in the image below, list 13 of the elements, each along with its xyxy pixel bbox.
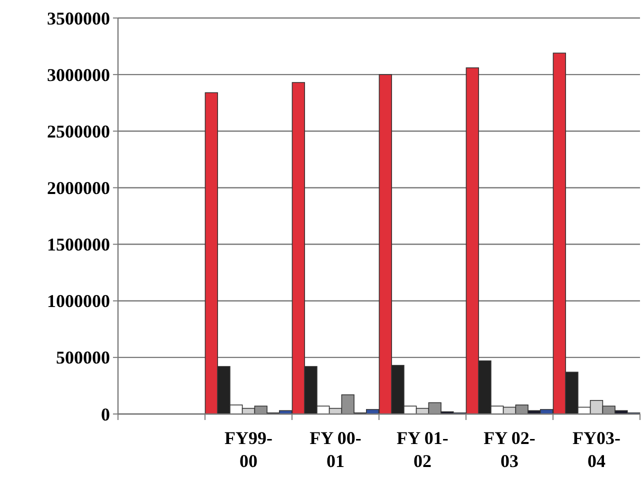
y-tick-label: 1000000 [47, 291, 110, 312]
x-tick-label: FY 02-03 [484, 428, 536, 471]
y-tick-label: 1500000 [47, 234, 110, 255]
y-tick-label: 3500000 [47, 8, 110, 28]
y-tick-label: 500000 [56, 348, 110, 368]
x-tick-label: FY03-04 [572, 428, 620, 471]
y-tick-label: 2000000 [47, 178, 110, 198]
y-tick-label: 0 [101, 404, 110, 424]
x-tick-label: FY99-00 [224, 428, 272, 471]
y-tick-label: 2500000 [47, 121, 110, 142]
x-tick-label: FY 01-02 [396, 428, 448, 471]
y-tick-label: 3000000 [47, 64, 110, 85]
x-tick-label: FY 00-01 [310, 428, 362, 471]
